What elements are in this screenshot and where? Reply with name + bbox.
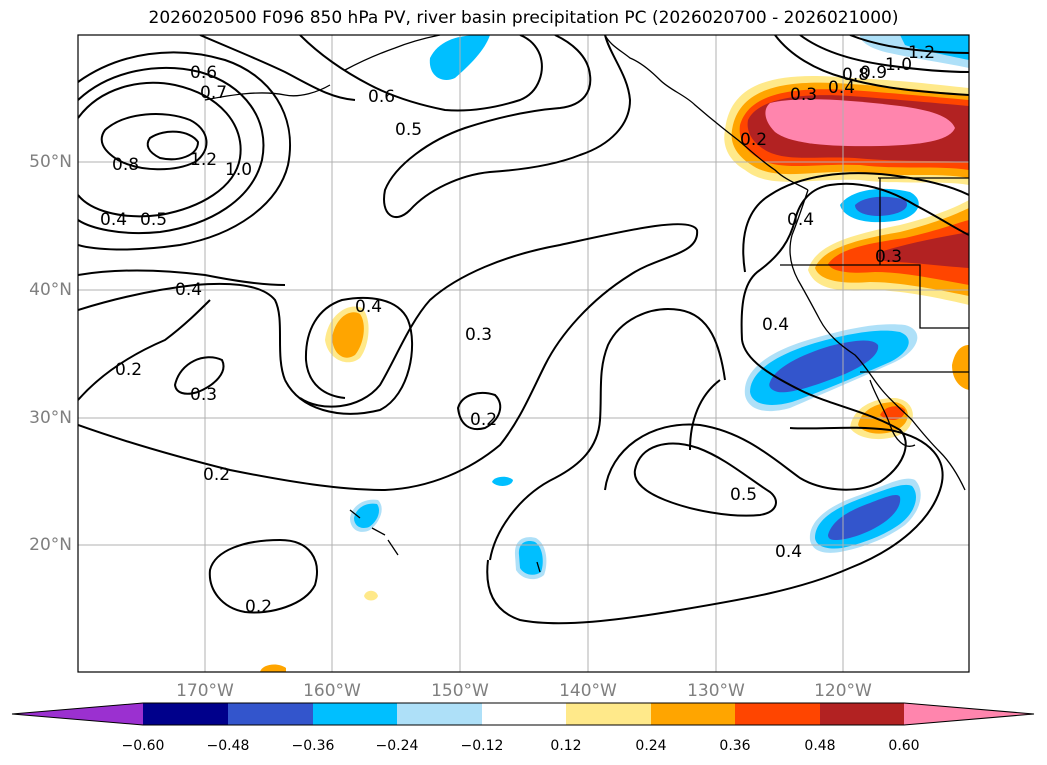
colorbar-tick-label: −0.36 xyxy=(291,738,335,754)
lon-label: 130°W xyxy=(687,681,745,701)
colorbar-swatch xyxy=(397,703,483,725)
colorbar-swatch xyxy=(820,703,906,725)
pv-contours xyxy=(78,35,969,625)
colorbar-swatch xyxy=(228,703,314,725)
colorbar-swatch xyxy=(482,703,568,725)
colorbar-swatch xyxy=(651,703,737,725)
contour-label: 0.8 xyxy=(112,155,139,175)
contour-label: 0.4 xyxy=(355,297,382,317)
graticule xyxy=(78,35,969,672)
colorbar-tick-label: −0.24 xyxy=(375,738,419,754)
colorbar-swatch xyxy=(313,703,399,725)
contour-label: 0.2 xyxy=(115,360,142,380)
contour-label: 0.6 xyxy=(190,63,217,83)
colorbar-upper-extension xyxy=(904,703,1034,725)
contour-label: 0.4 xyxy=(100,210,127,230)
contour-label: 0.2 xyxy=(203,465,230,485)
lat-label: 40°N xyxy=(29,280,72,300)
contour-label: 0.4 xyxy=(787,210,814,230)
coastlines xyxy=(204,35,969,573)
contour-label: 0.4 xyxy=(762,315,789,335)
contour-label: 0.5 xyxy=(140,210,167,230)
plot-area: 0.6 0.7 0.8 1.2 1.0 0.4 0.5 0.6 0.5 0.4 … xyxy=(78,35,969,672)
colorbar-tick-label: 0.24 xyxy=(635,738,667,754)
lon-label: 150°W xyxy=(431,681,489,701)
map-title: 2026020500 F096 850 hPa PV, river basin … xyxy=(148,8,899,28)
colorbar-tick-label: 0.48 xyxy=(804,738,836,754)
lat-label: 50°N xyxy=(29,152,72,172)
colorbar xyxy=(11,702,1035,726)
contour-label: 0.5 xyxy=(730,485,757,505)
colorbar-lower-extension xyxy=(12,703,143,725)
contour-label: 0.2 xyxy=(470,410,497,430)
lon-label: 160°W xyxy=(303,681,361,701)
contour-label: 0.2 xyxy=(245,597,272,617)
lon-label: 170°W xyxy=(176,681,234,701)
contour-label: 1.2 xyxy=(908,43,935,63)
colorbar-outline xyxy=(11,702,1035,726)
contour-label: 0.7 xyxy=(200,83,227,103)
colorbar-swatch xyxy=(566,703,652,725)
precip-shading xyxy=(260,35,969,672)
lon-label: 140°W xyxy=(559,681,617,701)
lon-label: 120°W xyxy=(814,681,872,701)
contour-label: 1.0 xyxy=(225,160,252,180)
contour-label: 1.0 xyxy=(885,55,912,75)
colorbar-swatch xyxy=(143,703,229,725)
map-frame xyxy=(77,34,970,673)
colorbar-tick-label: −0.12 xyxy=(460,738,504,754)
colorbar-tick-label: 0.12 xyxy=(550,738,582,754)
contour-label: 0.4 xyxy=(775,542,802,562)
lat-label: 30°N xyxy=(29,408,72,428)
colorbar-tick-label: −0.60 xyxy=(121,738,165,754)
colorbar-tick-label: 0.60 xyxy=(888,738,920,754)
contour-label: 0.3 xyxy=(465,325,492,345)
lat-label: 20°N xyxy=(29,535,72,555)
contour-label: 0.3 xyxy=(190,385,217,405)
colorbar-tick-label: −0.48 xyxy=(206,738,250,754)
contour-label: 0.2 xyxy=(740,130,767,150)
contour-label: 0.8 xyxy=(842,65,869,85)
contour-label: 0.6 xyxy=(368,87,395,107)
colorbar-tick-label: 0.36 xyxy=(719,738,751,754)
colorbar-swatch xyxy=(735,703,821,725)
contour-labels: 0.6 0.7 0.8 1.2 1.0 0.4 0.5 0.6 0.5 0.4 … xyxy=(100,43,935,617)
contour-label: 0.4 xyxy=(828,78,855,98)
contour-label: 1.2 xyxy=(190,150,217,170)
contour-label: 0.4 xyxy=(175,280,202,300)
contour-label: 0.9 xyxy=(860,63,887,83)
contour-label: 0.5 xyxy=(395,120,422,140)
contour-label: 0.3 xyxy=(790,85,817,105)
contour-label: 0.3 xyxy=(875,247,902,267)
